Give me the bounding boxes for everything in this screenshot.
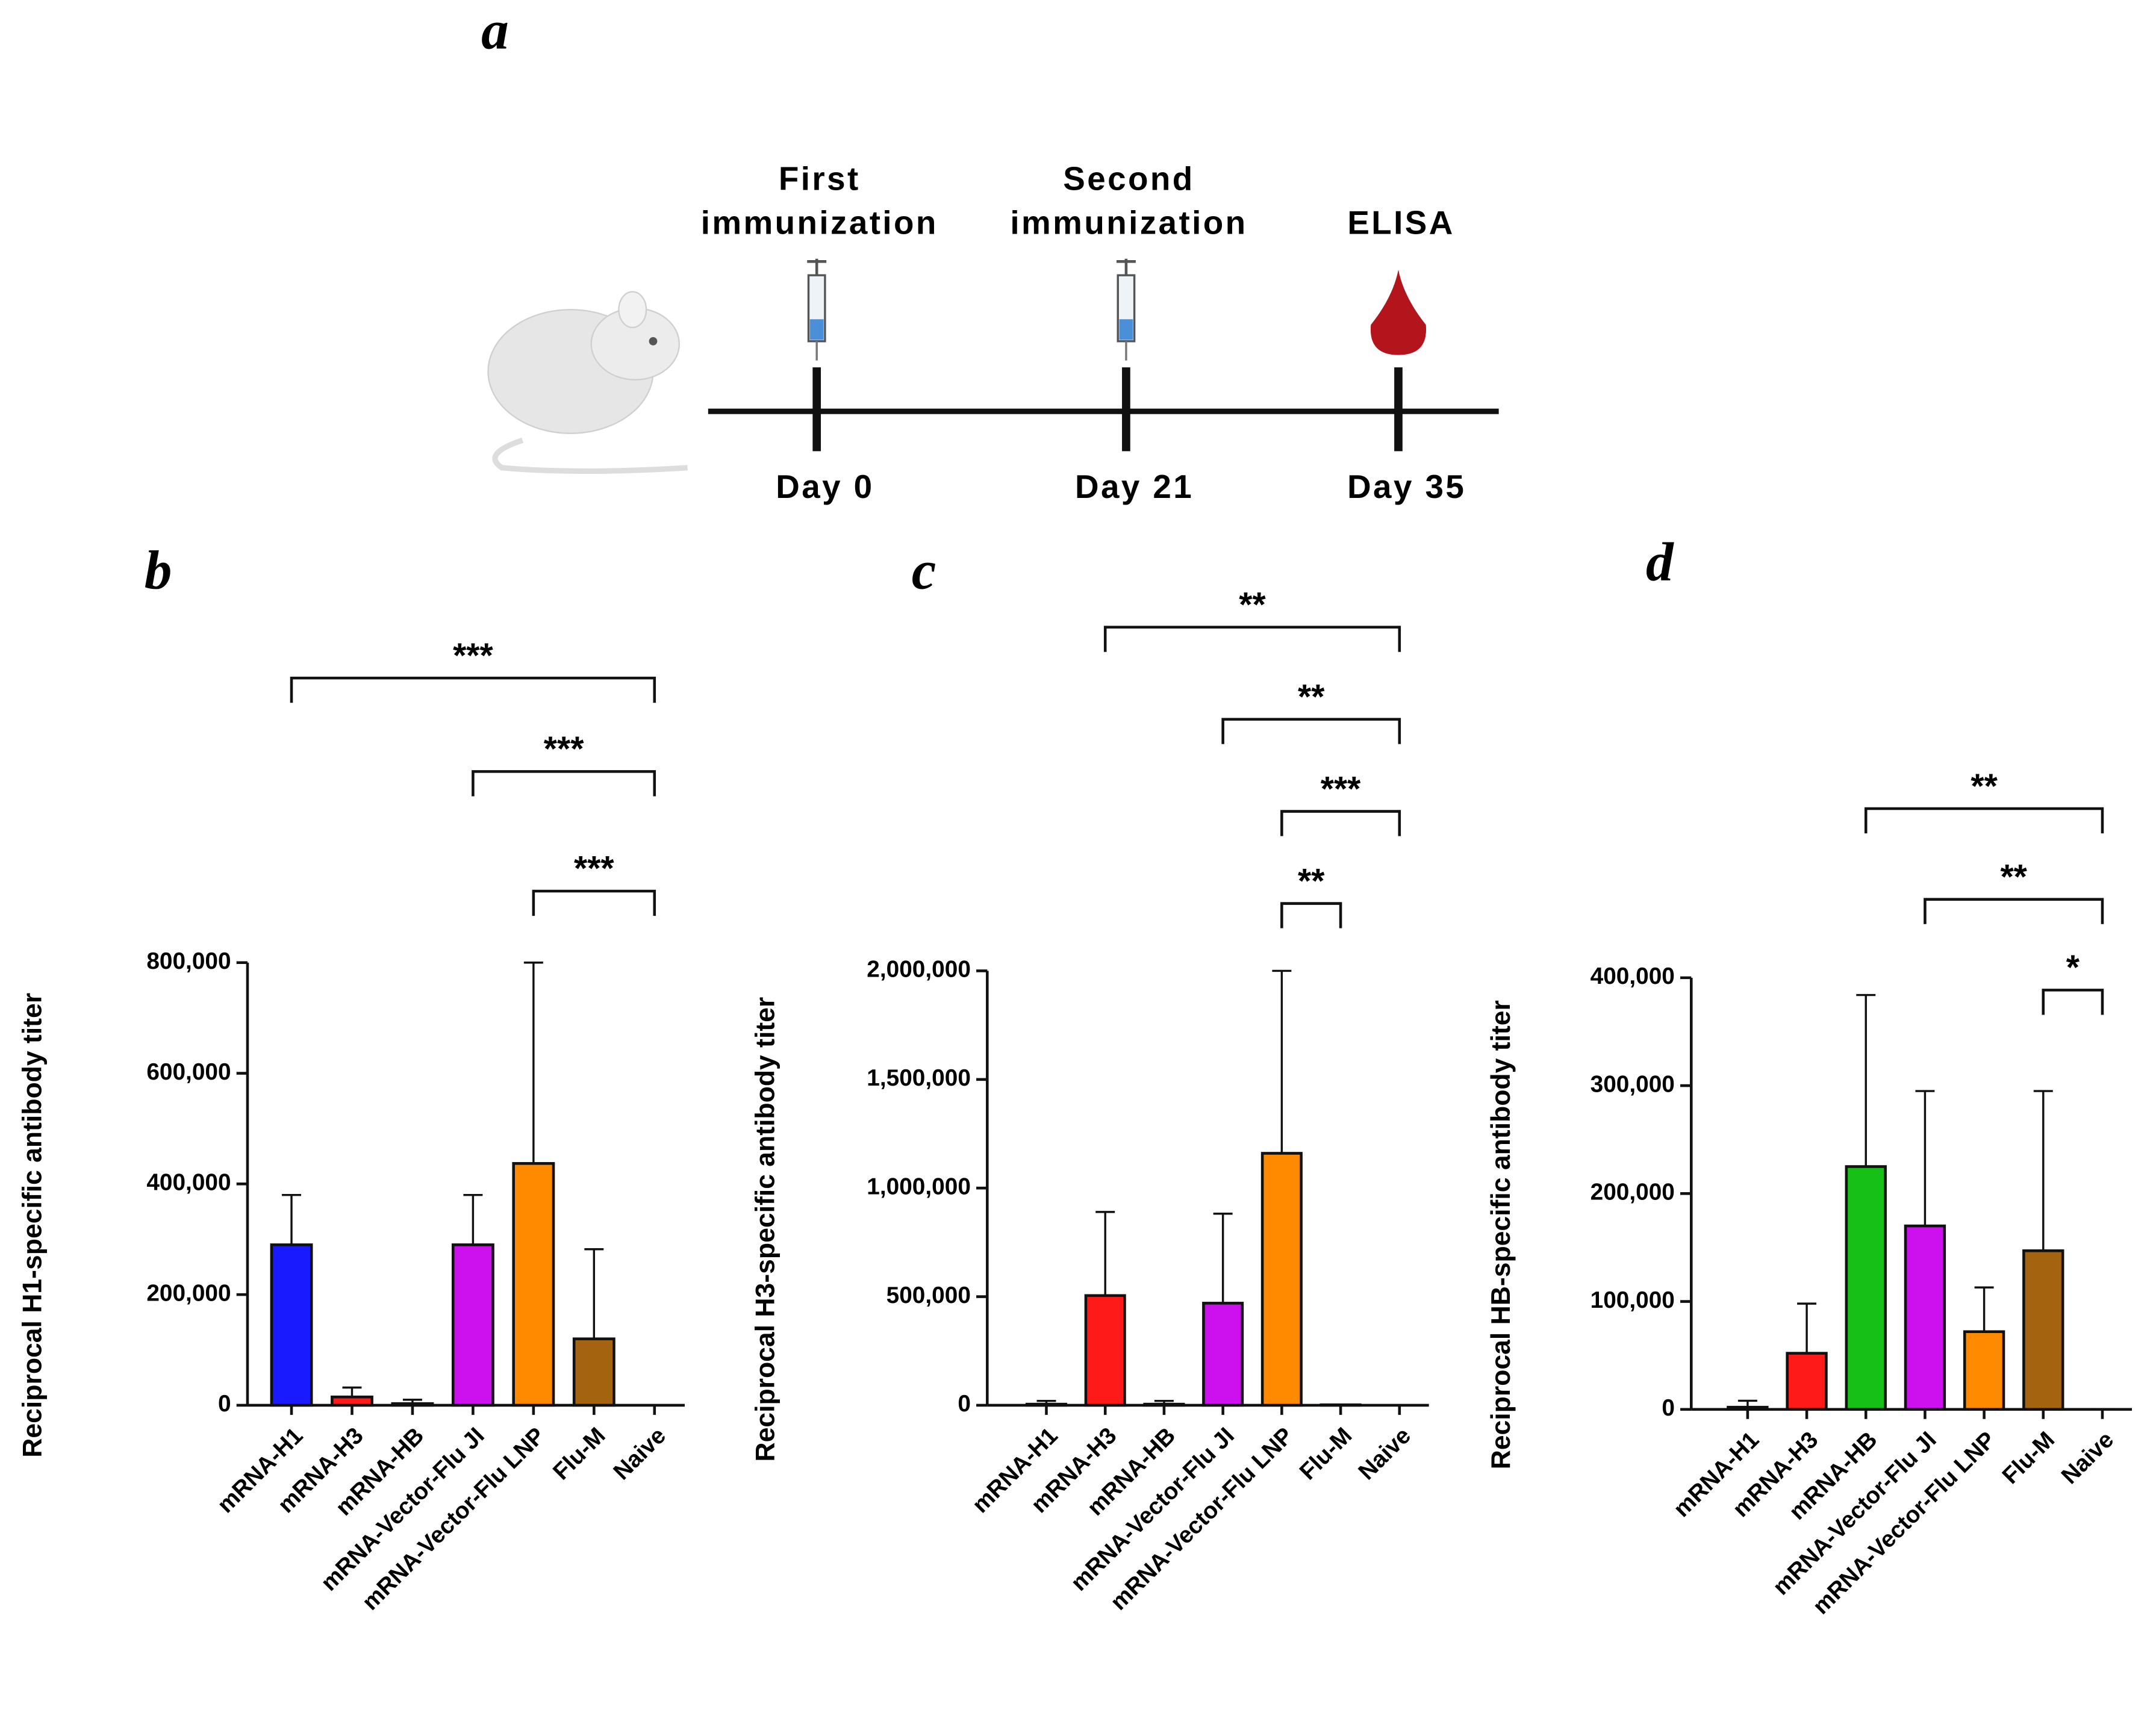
- panel-label: b: [145, 540, 172, 601]
- panel-label: d: [1646, 532, 1674, 592]
- bar: [1963, 1330, 2005, 1411]
- x-tick-label: Naive: [2057, 1427, 2119, 1490]
- panel-label: a: [481, 0, 509, 60]
- y-axis-title: Reciprocal H3-specific antibody titer: [750, 997, 780, 1462]
- y-axis-title: Reciprocal H1-specific antibody titer: [17, 993, 47, 1458]
- y-tick-label: 1,500,000: [867, 1065, 971, 1091]
- y-tick-label: 0: [958, 1391, 971, 1417]
- event-title: immunization: [701, 204, 938, 241]
- significance-bracket: [1103, 626, 1401, 652]
- blood-drop: [1370, 270, 1427, 355]
- significance-label: ***: [1321, 769, 1361, 808]
- significance-bracket: [532, 889, 656, 916]
- bar: [1202, 1302, 1244, 1407]
- panel-label: c: [912, 540, 936, 601]
- day-label: Day 21: [1075, 468, 1194, 505]
- y-tick-label: 1,000,000: [867, 1173, 971, 1199]
- significance-bracket: [290, 676, 656, 703]
- bar: [2022, 1249, 2064, 1411]
- significance-label: **: [1298, 677, 1325, 716]
- significance-bracket: [1280, 902, 1342, 928]
- y-tick-label: 500,000: [886, 1282, 971, 1308]
- bar: [1727, 1405, 1769, 1411]
- significance-label: ***: [453, 636, 493, 675]
- y-tick-label: 2,000,000: [867, 957, 971, 983]
- bar: [1143, 1402, 1185, 1407]
- significance-label: ***: [574, 850, 614, 888]
- significance-label: **: [1239, 585, 1266, 624]
- significance-bracket: [1280, 810, 1401, 836]
- bar: [391, 1402, 434, 1407]
- y-tick-label: 400,000: [146, 1170, 231, 1196]
- x-tick-label: Flu-M: [548, 1423, 611, 1485]
- event-title: Second: [1063, 160, 1194, 197]
- x-tick-label: Naive: [1354, 1423, 1416, 1485]
- y-tick-label: 100,000: [1591, 1287, 1675, 1313]
- significance-label: ***: [544, 730, 584, 768]
- bar: [572, 1337, 615, 1407]
- bar: [1786, 1352, 1828, 1411]
- significance-bracket: [1221, 718, 1401, 744]
- syringe-fluid: [809, 319, 824, 340]
- x-tick-label: Flu-M: [1295, 1423, 1357, 1485]
- event-title: ELISA: [1347, 204, 1454, 241]
- x-tick-label: Flu-M: [1998, 1427, 2060, 1490]
- y-tick-label: 300,000: [1591, 1071, 1675, 1097]
- bar: [1025, 1402, 1068, 1407]
- bar: [1260, 1152, 1303, 1407]
- significance-bracket: [1924, 898, 2104, 924]
- bar: [270, 1243, 313, 1407]
- significance-bracket: [472, 770, 656, 797]
- bar: [1845, 1165, 1887, 1411]
- event-title: First: [779, 160, 861, 197]
- event-title: immunization: [1010, 204, 1247, 241]
- y-tick-label: 200,000: [1591, 1180, 1675, 1205]
- significance-label: **: [1971, 767, 1998, 806]
- syringe-fluid: [1119, 319, 1133, 340]
- y-axis-title: Reciprocal HB-specific antibody titer: [1486, 1000, 1516, 1469]
- y-tick-label: 800,000: [146, 948, 231, 974]
- bar: [451, 1243, 494, 1407]
- bar: [331, 1395, 373, 1407]
- day-label: Day 35: [1347, 468, 1466, 505]
- y-tick-label: 0: [1662, 1395, 1675, 1421]
- y-tick-label: 0: [218, 1391, 231, 1417]
- x-tick-label: Naive: [608, 1423, 671, 1485]
- significance-bracket: [2042, 989, 2104, 1015]
- significance-bracket: [1864, 807, 2104, 834]
- bar: [1084, 1294, 1126, 1407]
- y-tick-label: 400,000: [1591, 963, 1675, 989]
- y-tick-label: 600,000: [146, 1059, 231, 1085]
- significance-label: **: [1298, 862, 1325, 900]
- mouse-illustration: [487, 291, 688, 474]
- bar: [512, 1162, 555, 1407]
- day-label: Day 0: [776, 468, 874, 505]
- y-tick-label: 200,000: [146, 1280, 231, 1306]
- significance-label: **: [2000, 857, 2027, 896]
- bar: [1904, 1224, 1946, 1411]
- significance-label: *: [2066, 948, 2080, 987]
